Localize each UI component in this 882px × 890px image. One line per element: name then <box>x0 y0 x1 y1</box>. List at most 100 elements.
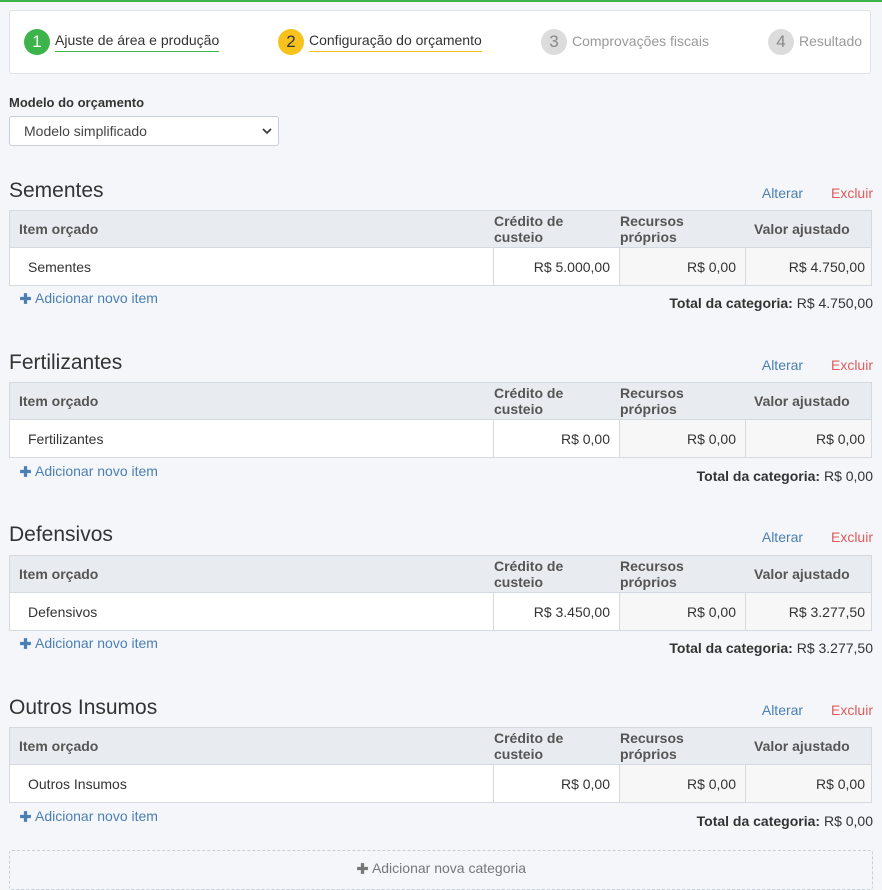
delete-category-link[interactable]: Excluir <box>830 185 873 201</box>
total-label: Total da categoria: <box>669 640 793 656</box>
table-row: Outros Insumos R$ 0,00 R$ 0,00 R$ 0,00 <box>10 765 871 802</box>
item-name: Defensivos <box>10 593 494 630</box>
model-select[interactable]: Modelo simplificado <box>9 116 279 146</box>
own-value: R$ 0,00 <box>620 248 746 285</box>
step-2-number: 2 <box>278 29 304 55</box>
category-total: Total da categoria: R$ 3.277,50 <box>669 640 873 656</box>
credit-input[interactable]: R$ 0,00 <box>494 765 620 802</box>
header-own: Recursos próprios <box>620 213 684 245</box>
wizard-steps: 1 Ajuste de área e produção 2 Configuraç… <box>9 10 871 74</box>
table-header-row: Item orçado Crédito de custeio Recursos … <box>10 211 871 248</box>
delete-category-link[interactable]: Excluir <box>830 529 873 545</box>
step-1[interactable]: 1 Ajuste de área e produção <box>24 29 220 55</box>
adjusted-value: R$ 4.750,00 <box>746 248 871 285</box>
step-4-label: Resultado <box>799 32 863 49</box>
header-credit: Crédito de custeio <box>494 385 564 417</box>
delete-category-link[interactable]: Excluir <box>830 702 873 718</box>
add-item-link[interactable]: Adicionar novo item <box>19 290 158 306</box>
add-category-button[interactable]: Adicionar nova categoria <box>9 850 873 890</box>
category-total: Total da categoria: R$ 0,00 <box>697 813 873 829</box>
header-adjusted: Valor ajustado <box>754 566 850 582</box>
own-value: R$ 0,00 <box>620 765 746 802</box>
add-item-link[interactable]: Adicionar novo item <box>19 808 158 824</box>
credit-input[interactable]: R$ 3.450,00 <box>494 593 620 630</box>
adjusted-value: R$ 3.277,50 <box>746 593 871 630</box>
header-adjusted: Valor ajustado <box>754 738 850 754</box>
add-item-label: Adicionar novo item <box>35 635 158 651</box>
header-item: Item orçado <box>19 221 99 237</box>
add-item-label: Adicionar novo item <box>35 290 158 306</box>
step-3-label: Comprovações fiscais <box>572 32 709 49</box>
category-title: Sementes <box>9 179 104 202</box>
header-item: Item orçado <box>19 566 99 582</box>
credit-input[interactable]: R$ 0,00 <box>494 420 620 457</box>
add-item-label: Adicionar novo item <box>35 808 158 824</box>
total-label: Total da categoria: <box>696 468 821 484</box>
table-row: Sementes R$ 5.000,00 R$ 0,00 R$ 4.750,00 <box>10 248 871 285</box>
header-item: Item orçado <box>19 738 99 754</box>
header-credit: Crédito de custeio <box>494 558 564 590</box>
item-name: Outros Insumos <box>10 765 494 802</box>
total-value: R$ 0,00 <box>823 813 873 829</box>
plus-icon <box>20 465 31 477</box>
header-adjusted: Valor ajustado <box>754 221 850 237</box>
header-credit: Crédito de custeio <box>494 213 564 245</box>
header-own: Recursos próprios <box>620 730 684 762</box>
category-title: Fertilizantes <box>9 351 123 374</box>
header-item: Item orçado <box>19 393 99 409</box>
step-4-number: 4 <box>768 29 794 55</box>
add-item-link[interactable]: Adicionar novo item <box>19 463 158 479</box>
add-category-label: Adicionar nova categoria <box>371 860 527 876</box>
edit-category-link[interactable]: Alterar <box>761 185 804 201</box>
plus-icon <box>20 810 31 822</box>
model-label: Modelo do orçamento <box>9 95 145 110</box>
header-own: Recursos próprios <box>620 558 684 590</box>
add-item-link[interactable]: Adicionar novo item <box>19 635 158 651</box>
category-table: Item orçado Crédito de custeio Recursos … <box>9 382 872 458</box>
own-value: R$ 0,00 <box>620 593 746 630</box>
edit-category-link[interactable]: Alterar <box>761 529 804 545</box>
own-value: R$ 0,00 <box>620 420 746 457</box>
category-table: Item orçado Crédito de custeio Recursos … <box>9 555 872 631</box>
step-2[interactable]: 2 Configuração do orçamento <box>278 29 482 55</box>
credit-input[interactable]: R$ 5.000,00 <box>494 248 620 285</box>
category-table: Item orçado Crédito de custeio Recursos … <box>9 727 872 803</box>
category-total: Total da categoria: R$ 4.750,00 <box>669 295 873 311</box>
edit-category-link[interactable]: Alterar <box>761 357 804 373</box>
category-table: Item orçado Crédito de custeio Recursos … <box>9 210 872 286</box>
delete-category-link[interactable]: Excluir <box>830 357 873 373</box>
total-value: R$ 3.277,50 <box>796 640 873 656</box>
total-label: Total da categoria: <box>696 813 821 829</box>
add-item-label: Adicionar novo item <box>35 463 158 479</box>
step-1-label: Ajuste de área e produção <box>55 32 220 52</box>
table-row: Fertilizantes R$ 0,00 R$ 0,00 R$ 0,00 <box>10 420 871 457</box>
plus-icon <box>20 637 31 649</box>
adjusted-value: R$ 0,00 <box>746 420 871 457</box>
total-label: Total da categoria: <box>669 295 793 311</box>
category-actions: Alterar Excluir <box>762 357 873 373</box>
table-header-row: Item orçado Crédito de custeio Recursos … <box>10 728 871 765</box>
table-row: Defensivos R$ 3.450,00 R$ 0,00 R$ 3.277,… <box>10 593 871 630</box>
category-title: Defensivos <box>9 523 113 546</box>
header-adjusted: Valor ajustado <box>754 393 850 409</box>
plus-icon <box>20 292 31 304</box>
category-actions: Alterar Excluir <box>762 529 873 545</box>
plus-icon <box>357 863 368 874</box>
step-2-label: Configuração do orçamento <box>309 32 482 52</box>
adjusted-value: R$ 0,00 <box>746 765 871 802</box>
edit-category-link[interactable]: Alterar <box>761 702 804 718</box>
total-value: R$ 0,00 <box>823 468 873 484</box>
chevron-down-icon <box>262 128 272 135</box>
header-credit: Crédito de custeio <box>494 730 564 762</box>
header-own: Recursos próprios <box>620 385 684 417</box>
table-header-row: Item orçado Crédito de custeio Recursos … <box>10 556 871 593</box>
step-3[interactable]: 3 Comprovações fiscais <box>541 29 709 55</box>
category-actions: Alterar Excluir <box>762 185 873 201</box>
item-name: Sementes <box>10 248 494 285</box>
category-title: Outros Insumos <box>9 696 158 719</box>
step-1-number: 1 <box>24 29 50 55</box>
model-select-value: Modelo simplificado <box>24 123 147 139</box>
category-total: Total da categoria: R$ 0,00 <box>697 468 873 484</box>
step-4[interactable]: 4 Resultado <box>768 29 862 55</box>
total-value: R$ 4.750,00 <box>796 295 873 311</box>
